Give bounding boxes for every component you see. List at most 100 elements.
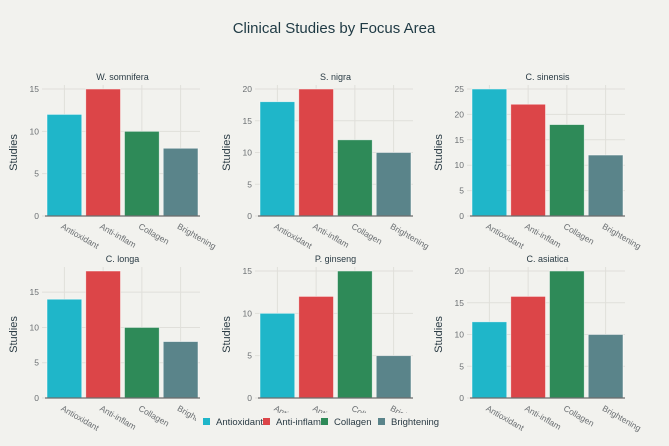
y-axis-label: Studies bbox=[8, 316, 20, 353]
subplot-w-somnifera: W. somnifera 0 5 10 15 AntioxidantAnti-inflam… bbox=[8, 72, 218, 251]
x-tick-label: Anti-inflam bbox=[523, 403, 563, 432]
subplot-c-longa: C. longa 0 5 10 15 AntioxidantAnti-inflamColl… bbox=[8, 254, 218, 433]
y-axis-label: Studies bbox=[433, 134, 445, 171]
x-tick-label: Anti-inflam bbox=[311, 221, 351, 250]
y-tick-label: 0 bbox=[247, 211, 252, 221]
subplot-title: C. sinensis bbox=[525, 72, 570, 82]
x-tick-label: Antioxidant bbox=[59, 221, 101, 251]
x-tick-label: Anti-inflam bbox=[523, 221, 563, 250]
legend-swatch bbox=[203, 418, 210, 425]
y-axis-label: Studies bbox=[8, 134, 20, 171]
y-tick-label: 0 bbox=[34, 393, 39, 403]
y-tick-label: 20 bbox=[455, 266, 465, 276]
legend-label: Collagen bbox=[334, 417, 372, 428]
y-tick-label: 15 bbox=[243, 266, 253, 276]
y-tick-label: 15 bbox=[30, 287, 40, 297]
x-tick-label: Collagen bbox=[350, 221, 384, 247]
y-tick-label: 5 bbox=[459, 186, 464, 196]
bar-collagen bbox=[124, 130, 160, 217]
bar-antioxidant bbox=[259, 101, 296, 217]
y-tick-label: 0 bbox=[247, 393, 252, 403]
legend-item-brightening: Brightening bbox=[378, 417, 439, 428]
y-tick-label: 5 bbox=[459, 361, 464, 371]
y-tick-label: 5 bbox=[247, 351, 252, 361]
legend-label: Anti-inflam bbox=[276, 417, 321, 428]
legend-swatch bbox=[378, 418, 385, 425]
y-tick-label: 15 bbox=[455, 135, 465, 145]
x-tick-label: Anti-inflam bbox=[98, 221, 138, 250]
y-tick-label: 15 bbox=[30, 84, 40, 94]
x-tick-label: Brightening bbox=[389, 221, 431, 251]
y-axis-label: Studies bbox=[433, 316, 445, 353]
legend-label: Antioxidant bbox=[216, 417, 263, 428]
y-axis-label: Studies bbox=[221, 134, 233, 171]
x-tick-label: Brightening bbox=[601, 221, 643, 251]
bar-collagen bbox=[549, 124, 585, 217]
y-tick-label: 20 bbox=[243, 84, 253, 94]
bar-anti-inflam bbox=[85, 88, 121, 217]
bar-antioxidant bbox=[46, 298, 83, 399]
legend-swatch bbox=[263, 418, 270, 425]
bar-antioxidant bbox=[471, 88, 508, 217]
bar-antioxidant bbox=[471, 321, 508, 399]
bar-anti-inflam bbox=[85, 270, 121, 399]
x-tick-label: Collagen bbox=[137, 221, 171, 247]
y-tick-label: 0 bbox=[459, 393, 464, 403]
x-tick-label: Brightening bbox=[176, 221, 218, 251]
legend-item-collagen: Collagen bbox=[321, 417, 372, 428]
bar-antioxidant bbox=[259, 312, 296, 399]
bar-brightening bbox=[587, 334, 624, 399]
y-tick-label: 20 bbox=[455, 109, 465, 119]
subplot-c-sinensis: C. sinensis 0 5 10 15 20 25 AntioxidantAnti-inf… bbox=[433, 72, 643, 251]
chart-title: Clinical Studies by Focus Area bbox=[233, 20, 436, 37]
subplot-title: W. somnifera bbox=[96, 72, 149, 82]
bar-brightening bbox=[587, 154, 624, 217]
bar-anti-inflam bbox=[298, 295, 334, 399]
y-tick-label: 0 bbox=[34, 211, 39, 221]
subplot-title: P. ginseng bbox=[315, 254, 356, 264]
bar-collagen bbox=[337, 139, 373, 217]
x-tick-label: Antioxidant bbox=[484, 221, 526, 251]
legend-label: Brightening bbox=[391, 417, 439, 428]
subplot-s-nigra: S. nigra 0 5 10 15 20 AntioxidantAnti-inflamCo… bbox=[221, 72, 431, 251]
x-tick-label: Antioxidant bbox=[484, 403, 526, 433]
legend: Antioxidant Anti-inflam Collagen Brightenin… bbox=[196, 413, 478, 433]
bar-antioxidant bbox=[46, 114, 83, 217]
bar-anti-inflam bbox=[298, 88, 334, 217]
legend-swatch bbox=[321, 418, 328, 425]
legend-item-anti-inflam: Anti-inflam bbox=[263, 417, 321, 428]
y-tick-label: 10 bbox=[243, 148, 253, 158]
x-tick-label: Collagen bbox=[562, 221, 596, 247]
x-tick-label: Anti-inflam bbox=[98, 403, 138, 432]
y-tick-label: 5 bbox=[247, 179, 252, 189]
bar-brightening bbox=[375, 355, 412, 399]
y-tick-label: 10 bbox=[455, 160, 465, 170]
bar-collagen bbox=[337, 270, 373, 399]
x-tick-label: Collagen bbox=[562, 403, 596, 429]
bar-collagen bbox=[549, 270, 585, 399]
x-tick-label: Antioxidant bbox=[272, 221, 314, 251]
bar-anti-inflam bbox=[510, 295, 546, 399]
legend-item-antioxidant: Antioxidant bbox=[203, 417, 263, 428]
y-tick-label: 5 bbox=[34, 169, 39, 179]
y-axis-label: Studies bbox=[221, 316, 233, 353]
y-tick-label: 10 bbox=[243, 308, 253, 318]
bar-anti-inflam bbox=[510, 103, 546, 217]
subplot-title: S. nigra bbox=[320, 72, 351, 82]
x-tick-label: Brightening bbox=[601, 403, 643, 433]
y-tick-label: 10 bbox=[455, 330, 465, 340]
bar-collagen bbox=[124, 327, 160, 399]
x-tick-label: Antioxidant bbox=[59, 403, 101, 433]
subplot-title: C. asiatica bbox=[526, 254, 568, 264]
y-tick-label: 5 bbox=[34, 358, 39, 368]
y-tick-label: 25 bbox=[455, 84, 465, 94]
bar-brightening bbox=[162, 147, 199, 217]
subplot-title: C. longa bbox=[106, 254, 140, 264]
y-tick-label: 10 bbox=[30, 126, 40, 136]
subplot-p-ginseng: P. ginseng051015AntioxidantAnti-inflamCo… bbox=[221, 254, 431, 433]
y-tick-label: 0 bbox=[459, 211, 464, 221]
bar-brightening bbox=[162, 341, 199, 399]
subplot-c-asiatica: C. asiatica 0 5 10 15 20 AntioxidantAnti-infla… bbox=[433, 254, 643, 433]
bar-brightening bbox=[375, 152, 412, 217]
